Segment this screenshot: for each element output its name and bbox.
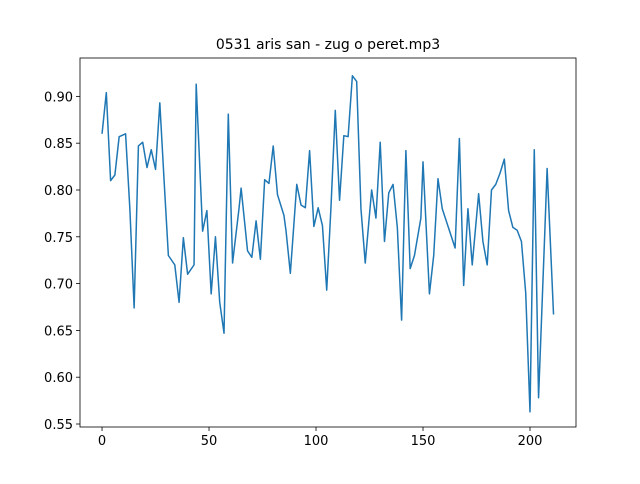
x-tick-label: 150 (411, 434, 436, 449)
chart-title: 0531 aris san - zug o peret.mp3 (216, 37, 440, 53)
x-tick-label: 0 (98, 434, 106, 449)
y-tick-label: 0.55 (44, 418, 73, 433)
y-tick-label: 0.85 (44, 137, 73, 152)
data-line (101, 75, 555, 413)
x-tick-label: 50 (201, 434, 218, 449)
y-tick-label: 0.75 (44, 231, 73, 246)
axes-frame (79, 57, 577, 428)
y-tick-label: 0.80 (44, 184, 73, 199)
y-tick-label: 0.60 (44, 371, 73, 386)
x-tick-label: 100 (304, 434, 329, 449)
x-tick-label: 200 (518, 434, 543, 449)
y-tick-label: 0.70 (44, 278, 73, 293)
y-tick-label: 0.90 (44, 90, 73, 105)
y-tick-label: 0.65 (44, 324, 73, 339)
